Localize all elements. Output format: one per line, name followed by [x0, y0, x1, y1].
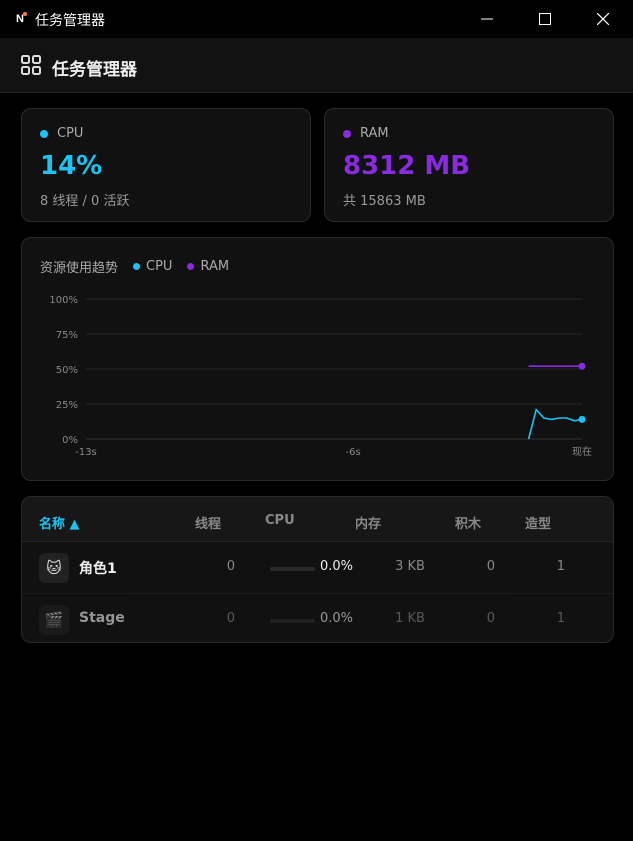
close-button[interactable] [574, 0, 632, 38]
window-title: 任务管理器 [35, 13, 105, 29]
maximize-icon [539, 13, 551, 25]
row-threads: 0 [226, 559, 235, 574]
close-icon [597, 13, 609, 25]
trend-chart: 100% 75% 50% 25% 0%-13s -6s 现在 [49, 295, 592, 458]
table-row[interactable]: 🎬 Stage 0 0.0% 1 KB 0 1 [22, 593, 613, 642]
ram-label-text: RAM [360, 126, 389, 141]
app-header: 任务管理器 [0, 38, 633, 93]
table-row[interactable]: 🐱 角色1 0 0.0% 3 KB 0 1 [22, 542, 613, 593]
legend-ram-dot [187, 263, 195, 270]
minimize-button[interactable] [458, 0, 516, 38]
y-tick-label: 100% [49, 295, 78, 306]
x-tick-label: -6s [345, 447, 360, 458]
ram-dot [343, 129, 351, 138]
row-blocks: 0 [486, 611, 495, 626]
x-tick-label: 现在 [572, 446, 592, 458]
legend-cpu-dot [133, 263, 141, 270]
col-blocks[interactable]: 积木 [455, 517, 482, 532]
ram-value: 8312 MB [343, 151, 471, 181]
row-cpu: 0.0% [320, 559, 354, 574]
series-line-cpu [527, 407, 583, 440]
row-costumes: 1 [556, 611, 565, 626]
col-memory[interactable]: 内存 [355, 517, 382, 532]
legend-ram: RAM [187, 259, 229, 274]
col-threads[interactable]: 线程 [195, 517, 222, 532]
cpu-label-text: CPU [57, 126, 84, 141]
y-tick-label: 25% [56, 400, 78, 411]
trend-header: 资源使用趋势 CPU RAM [40, 257, 229, 276]
row-cpu: 0.0% [320, 611, 354, 626]
series-point-ram [578, 362, 586, 370]
row-name: Stage [79, 610, 125, 626]
x-tick-label: -13s [75, 447, 97, 458]
series-point-cpu [578, 415, 586, 423]
cpu-label: CPU [40, 126, 83, 141]
grid-icon [21, 55, 41, 75]
trend-card: 100% 75% 50% 25% 0% -13s -6s 现在 资源使用趋势 CPU RAM [21, 237, 614, 481]
page-title: 任务管理器 [52, 60, 137, 80]
row-cpu-bar [270, 619, 315, 623]
trend-title: 资源使用趋势 [40, 261, 119, 276]
row-memory: 1 KB [395, 611, 425, 626]
col-cpu[interactable]: CPU [265, 513, 295, 528]
col-costumes[interactable]: 造型 [525, 517, 552, 532]
row-threads: 0 [226, 611, 235, 626]
row-costumes: 1 [556, 559, 565, 574]
cpu-value: 14% [40, 151, 103, 181]
cpu-dot [40, 129, 48, 138]
stage-icon: 🎬 [39, 605, 69, 635]
y-tick-label: 50% [56, 365, 78, 376]
row-memory: 3 KB [395, 559, 425, 574]
ram-card: RAM 8312 MB 共 15863 MB [324, 108, 614, 222]
row-cpu-bar [270, 567, 315, 571]
ram-label: RAM [343, 126, 389, 141]
legend-ram-label: RAM [200, 259, 230, 274]
col-name[interactable]: 名称 ▲ [39, 517, 80, 532]
y-tick-label: 75% [56, 330, 78, 341]
app-icon-dot [23, 12, 27, 16]
ram-sub: 共 15863 MB [343, 194, 426, 209]
minimize-icon [481, 18, 493, 20]
app-icon-letter: N [16, 13, 24, 25]
table-header: 名称 ▲ 线程 CPU 内存 积木 造型 [22, 497, 613, 542]
row-name: 角色1 [79, 561, 117, 577]
maximize-button[interactable] [516, 0, 574, 38]
row-blocks: 0 [486, 559, 495, 574]
cat-icon: 🐱 [39, 553, 69, 583]
title-bar: N 任务管理器 [0, 0, 633, 38]
process-table: 名称 ▲ 线程 CPU 内存 积木 造型 🐱 角色1 0 0.0% 3 KB 0… [21, 496, 614, 643]
legend-cpu-label: CPU [146, 259, 173, 274]
legend-cpu: CPU [133, 259, 172, 274]
cpu-sub: 8 线程 / 0 活跃 [40, 194, 130, 209]
y-tick-label: 0% [62, 435, 78, 446]
cpu-card: CPU 14% 8 线程 / 0 活跃 [21, 108, 311, 222]
app-icon: N [13, 12, 27, 26]
